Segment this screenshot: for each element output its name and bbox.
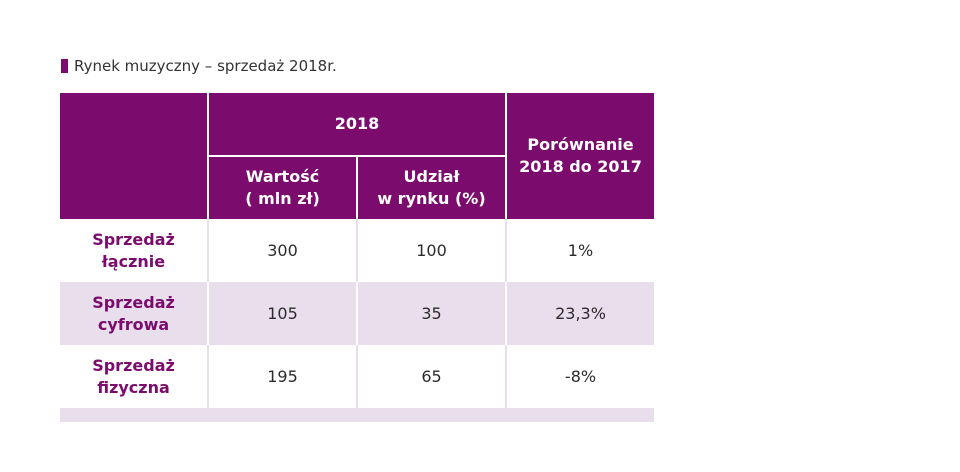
caption-marker-icon [61, 59, 68, 73]
header-value: Wartość ( mln zł) [208, 156, 358, 219]
sales-table: 2018 Porównanie 2018 do 2017 Wartość ( m… [60, 93, 654, 422]
header-share-line2: w rynku (%) [377, 189, 486, 208]
table-row: Sprzedaż cyfrowa 105 35 23,3% [60, 282, 654, 345]
header-share: Udział w rynku (%) [357, 156, 506, 219]
table-row: Sprzedaż fizyczna 195 65 -8% [60, 345, 654, 408]
table-row: Sprzedaż łącznie 300 100 1% [60, 219, 654, 282]
table-footer-band [60, 408, 654, 422]
cell-value: 195 [207, 345, 357, 408]
row-label-line1: Sprzedaż [92, 229, 175, 249]
header-compare-line1: Porównanie [527, 135, 634, 154]
cell-value: 105 [207, 282, 357, 345]
chart-caption: Rynek muzyczny – sprzedaż 2018r. [61, 56, 337, 76]
row-label-line2: fizyczna [97, 377, 170, 397]
caption-text: Rynek muzyczny – sprzedaż 2018r. [74, 57, 337, 75]
header-compare: Porównanie 2018 do 2017 [505, 93, 654, 219]
row-label-line1: Sprzedaż [92, 355, 175, 375]
row-label: Sprzedaż łącznie [60, 219, 208, 282]
footer-band-cell [60, 408, 654, 422]
row-label: Sprzedaż fizyczna [60, 345, 208, 408]
cell-share: 100 [356, 219, 506, 282]
cell-compare: 23,3% [505, 282, 654, 345]
header-value-line1: Wartość [245, 167, 320, 186]
cell-share: 65 [356, 345, 506, 408]
header-compare-line2: 2018 do 2017 [519, 157, 642, 176]
row-label-line2: łącznie [101, 251, 166, 271]
cell-value: 300 [207, 219, 357, 282]
header-year: 2018 [208, 93, 506, 157]
cell-compare: -8% [505, 345, 654, 408]
corner-cell [60, 93, 209, 219]
row-label: Sprzedaż cyfrowa [60, 282, 208, 345]
row-label-line2: cyfrowa [97, 314, 170, 334]
cell-compare: 1% [505, 219, 654, 282]
header-share-line1: Udział [403, 167, 460, 186]
header-value-line2: ( mln zł) [245, 189, 320, 208]
cell-share: 35 [356, 282, 506, 345]
row-label-line1: Sprzedaż [92, 292, 175, 312]
